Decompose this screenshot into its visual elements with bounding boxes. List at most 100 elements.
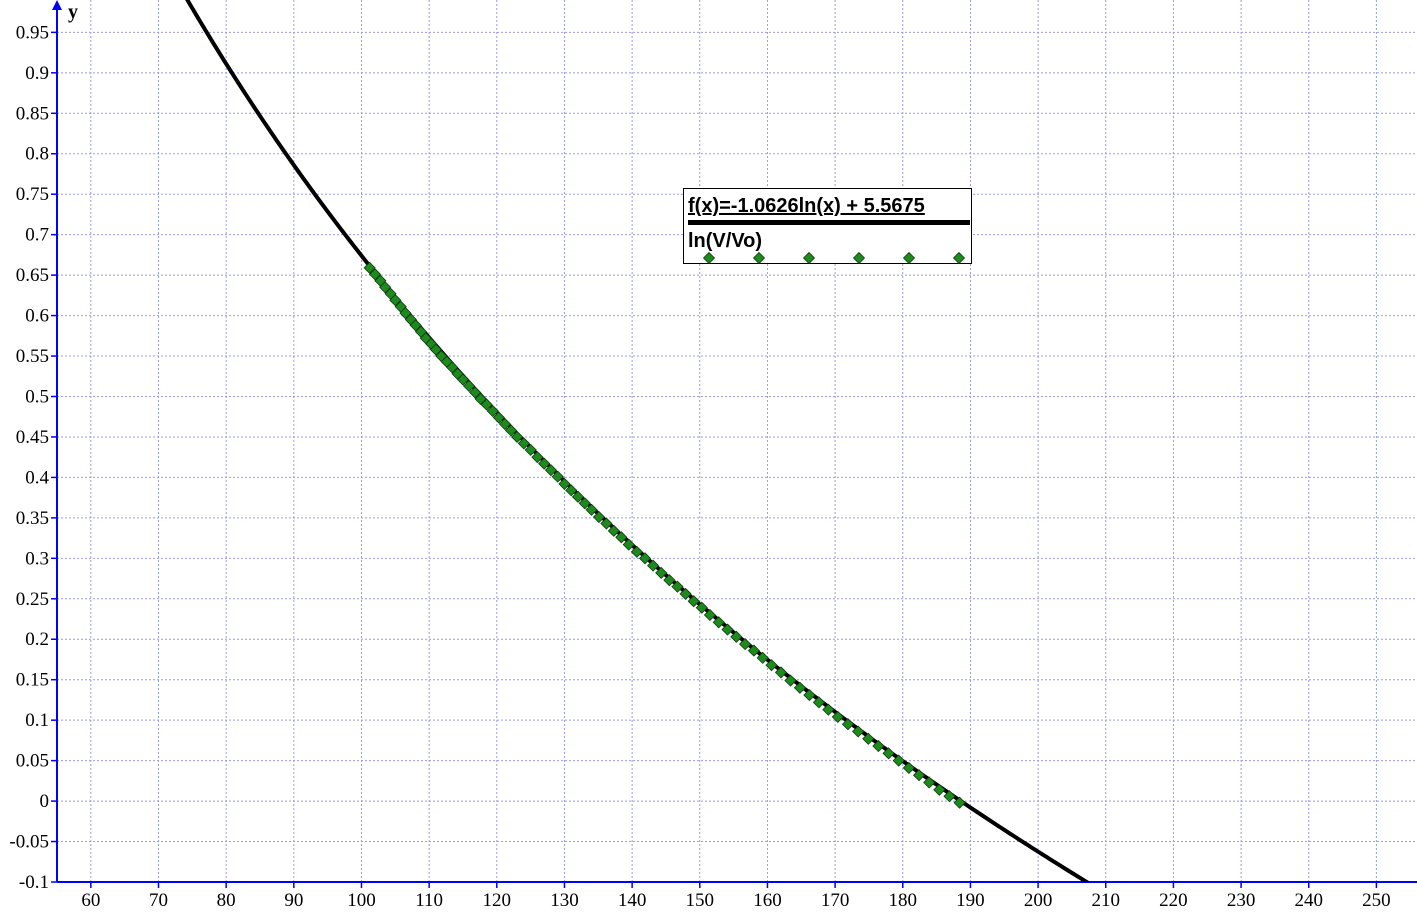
- y-tick-label: 0: [40, 791, 50, 812]
- y-tick-label: 0.8: [25, 144, 49, 165]
- data-point: [679, 587, 692, 600]
- data-point: [544, 464, 557, 477]
- data-point: [486, 404, 499, 418]
- data-point: [953, 796, 966, 809]
- data-point: [739, 638, 752, 651]
- data-point: [747, 644, 760, 657]
- data-point: [852, 725, 865, 738]
- data-point: [504, 424, 518, 437]
- x-tick-label: 150: [686, 890, 715, 911]
- data-point: [558, 477, 571, 490]
- data-point: [721, 623, 734, 636]
- x-tick-label: 60: [81, 890, 100, 911]
- data-point: [765, 659, 778, 672]
- data-point: [695, 601, 708, 614]
- data-point: [841, 718, 855, 731]
- legend-fit-label: f(x)=-1.0626ln(x) + 5.5675: [688, 195, 925, 217]
- data-point: [462, 379, 476, 393]
- data-point: [933, 783, 946, 796]
- data-point: [429, 343, 442, 356]
- y-tick-label: -0.05: [9, 832, 49, 853]
- data-point: [831, 710, 844, 723]
- y-tick-label: 0.65: [16, 265, 49, 286]
- x-tick-label: 100: [347, 890, 376, 911]
- data-point: [498, 417, 511, 431]
- x-tick-label: 220: [1159, 890, 1188, 911]
- data-point: [474, 392, 487, 405]
- data-point: [812, 696, 825, 709]
- x-tick-label: 80: [217, 890, 236, 911]
- data-point: [607, 524, 620, 537]
- data-point: [923, 776, 936, 789]
- x-tick-label: 70: [149, 890, 168, 911]
- data-point: [862, 732, 875, 745]
- data-point: [615, 531, 628, 544]
- data-point: [902, 761, 915, 774]
- legend-marker-row: [702, 251, 966, 265]
- data-point: [872, 739, 885, 753]
- data-point: [687, 595, 700, 608]
- y-tick-label: 0.05: [16, 751, 49, 772]
- y-tick-label: 0.5: [25, 386, 49, 407]
- data-point: [409, 319, 422, 332]
- x-tick-label: 90: [284, 890, 303, 911]
- data-point: [730, 630, 743, 643]
- y-tick-label: 0.4: [25, 467, 49, 488]
- data-point: [703, 608, 717, 622]
- y-axis-label: y: [68, 1, 78, 23]
- y-tick-label: 0.1: [25, 710, 49, 731]
- x-tick-label: 130: [550, 890, 579, 911]
- data-point: [630, 545, 643, 558]
- fit-curve: [185, 0, 1090, 882]
- data-point: [578, 497, 591, 510]
- y-tick-label: 0.6: [25, 306, 49, 327]
- data-point: [592, 510, 606, 524]
- data-point: [712, 616, 725, 629]
- data-point: [943, 790, 956, 803]
- data-point: [892, 754, 905, 767]
- data-point: [912, 769, 926, 782]
- data-point: [399, 307, 412, 320]
- data-point: [638, 552, 652, 565]
- legend-marker: [902, 251, 916, 265]
- data-point: [600, 517, 613, 530]
- data-point: [622, 538, 635, 551]
- data-point: [803, 689, 816, 702]
- y-tick-label: 0.95: [16, 22, 49, 43]
- chart-legend: f(x)=-1.0626ln(x) + 5.5675 ln(V/Vo): [683, 188, 972, 265]
- x-tick-label: 120: [483, 890, 512, 911]
- data-point: [822, 703, 835, 716]
- x-tick-label: 160: [753, 890, 782, 911]
- legend-marker: [952, 251, 966, 265]
- y-tick-label: 0.35: [16, 508, 49, 529]
- y-tick-label: 0.75: [16, 184, 49, 205]
- data-point: [756, 651, 769, 664]
- x-tick-label: 110: [415, 890, 443, 911]
- data-point: [663, 574, 676, 587]
- data-point: [368, 268, 382, 281]
- data-point: [379, 281, 392, 294]
- x-tick-label: 200: [1024, 890, 1053, 911]
- data-point: [647, 559, 660, 572]
- legend-series-label: ln(V/Vo): [688, 230, 763, 252]
- data-point: [389, 294, 402, 307]
- data-point: [793, 681, 806, 694]
- x-tick-label: 140: [618, 890, 647, 911]
- data-point: [571, 490, 585, 503]
- data-point: [531, 451, 544, 464]
- x-tick-label: 240: [1294, 890, 1323, 911]
- x-tick-label: 170: [821, 890, 850, 911]
- data-point: [882, 747, 895, 760]
- x-tick-label: 230: [1227, 890, 1256, 911]
- legend-marker: [752, 251, 766, 265]
- legend-marker: [702, 251, 716, 265]
- data-point: [538, 457, 551, 470]
- data-point: [565, 484, 578, 497]
- y-axis-arrow: [52, 0, 62, 10]
- y-tick-label: 0.15: [16, 670, 49, 691]
- data-point: [585, 503, 598, 516]
- x-tick-label: 180: [889, 890, 918, 911]
- data-point: [363, 261, 376, 274]
- data-point: [671, 580, 684, 593]
